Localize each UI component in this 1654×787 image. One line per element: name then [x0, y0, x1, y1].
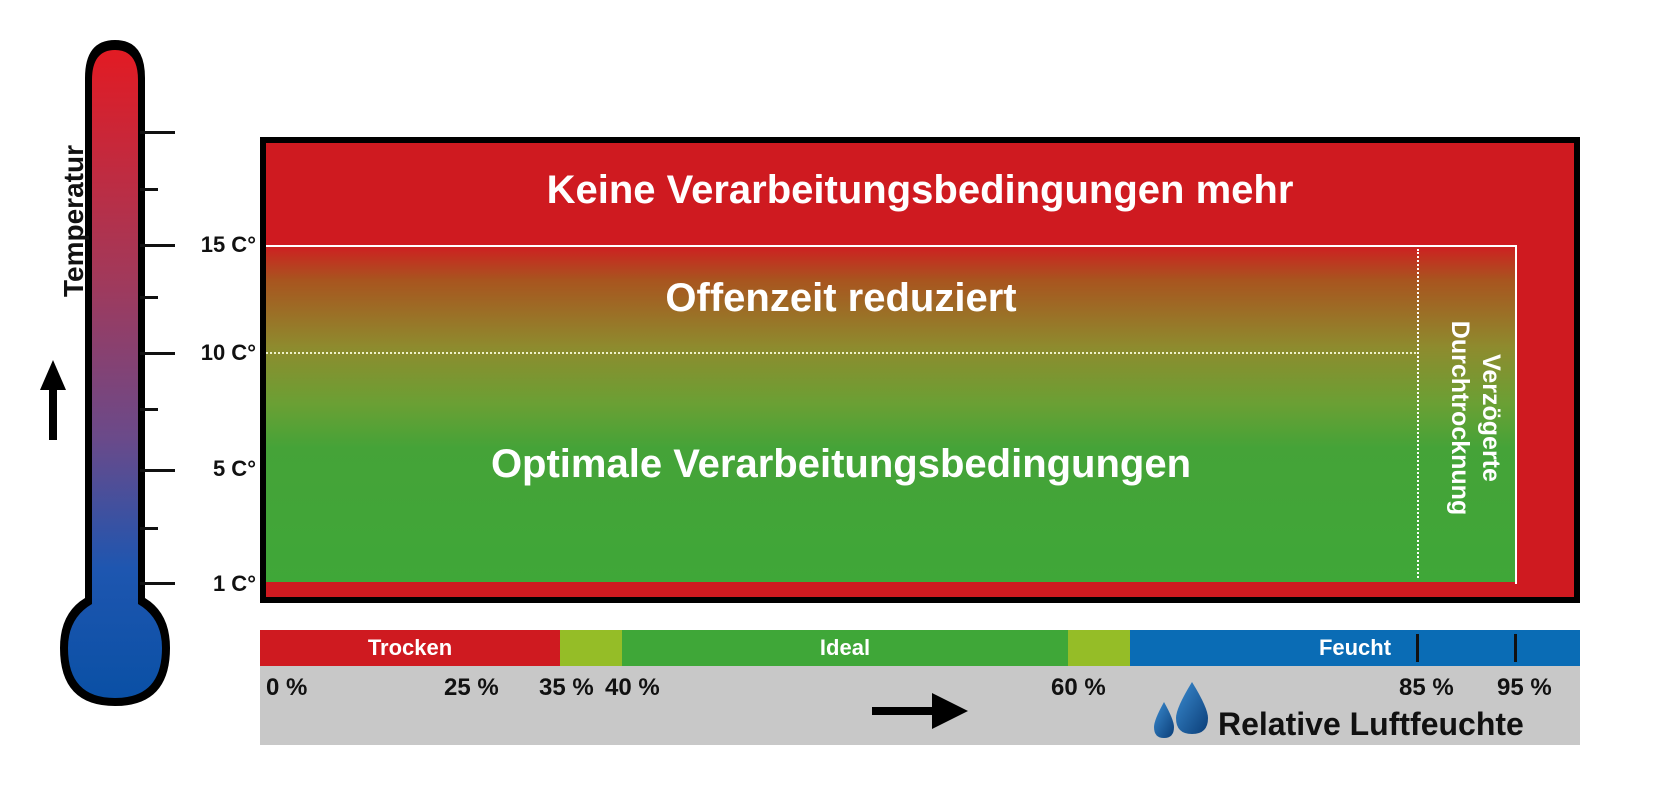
segment-transition-low [560, 630, 622, 666]
temp-tick [140, 582, 175, 585]
pct-label-0: 0 % [266, 674, 308, 701]
temp-tick [140, 527, 158, 530]
arrow-right-icon [872, 693, 968, 729]
temp-tick [140, 352, 175, 355]
zone-label-no-processing: Keine Verarbeitungsbedingungen mehr [546, 168, 1294, 212]
zone-label-optimal: Optimale Verarbeitungsbedingungen [490, 442, 1192, 486]
zone-label-delayed-line1: Verzögerte [1477, 354, 1505, 482]
temp-label-5: 5 C° [212, 456, 256, 481]
water-drops-icon [1154, 682, 1208, 738]
pct-label-95: 95 % [1497, 674, 1552, 701]
line-85-percent [1417, 249, 1419, 578]
pct-label-60: 60 % [1051, 674, 1106, 701]
temp-label-1: 1 C° [212, 571, 256, 596]
temp-tick [140, 296, 158, 299]
pct-label-25: 25 % [444, 674, 499, 701]
pct-label-85: 85 % [1399, 674, 1454, 701]
temp-tick [140, 244, 175, 247]
pct-label-35: 35 % [539, 674, 594, 701]
temp-tick [140, 469, 175, 472]
temp-tick [140, 188, 158, 191]
pct-label-40: 40 % [605, 674, 660, 701]
segment-dry: Trocken [260, 630, 560, 666]
humidity-axis-title: Relative Luftfeuchte [1218, 706, 1524, 742]
zone-label-reduced: Offenzeit reduziert [665, 276, 1017, 320]
line-10c [266, 352, 1416, 354]
temp-tick [140, 131, 175, 134]
zone-label-delayed: Verzögerte Durchtrocknung [1436, 268, 1506, 568]
zone-below-1c [266, 582, 1515, 590]
thermometer-icon [60, 40, 170, 706]
zone-label-delayed-line2: Durchtrocknung [1446, 320, 1474, 516]
temperature-axis-title: Temperatur [58, 145, 89, 297]
temp-label-10: 10 C° [200, 340, 256, 365]
arrow-up-icon [40, 360, 66, 440]
humidity-tick-85 [1416, 634, 1419, 662]
humidity-tick-95 [1514, 634, 1517, 662]
segment-transition-high [1068, 630, 1130, 666]
segment-ideal: Ideal [622, 630, 1068, 666]
temp-tick [140, 408, 158, 411]
temp-label-15: 15 C° [200, 232, 256, 257]
segment-humid: Feucht [1130, 630, 1580, 666]
